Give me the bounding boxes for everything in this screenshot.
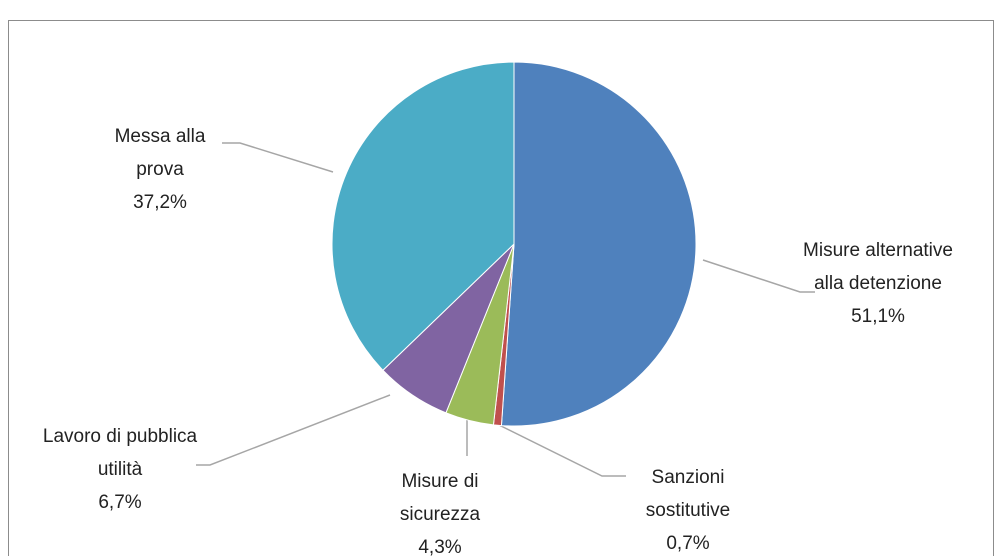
- leader-line: [702, 259, 815, 293]
- chart-frame: [8, 20, 994, 556]
- value-label: 6,7%: [98, 492, 142, 513]
- value-label: 37,2%: [133, 192, 187, 213]
- value-label: 4,3%: [418, 537, 462, 556]
- leader-line: [496, 423, 626, 477]
- slice-label: Misure alternative alla detenzione 51,1%: [791, 234, 966, 333]
- value-label: 0,7%: [666, 533, 710, 554]
- category-label: Misure alternative alla detenzione: [803, 240, 953, 294]
- slice-label: Lavoro di pubblica utilità 6,7%: [40, 420, 200, 519]
- slice-label: Misure di sicurezza 4,3%: [383, 465, 498, 556]
- slice-label: Sanzioni sostitutive 0,7%: [628, 461, 748, 556]
- category-label: Misure di sicurezza: [399, 471, 481, 525]
- leader-line: [222, 142, 334, 173]
- value-label: 51,1%: [851, 306, 905, 327]
- pie-slice: [500, 61, 697, 427]
- leader-line: [196, 394, 391, 466]
- category-label: Sanzioni sostitutive: [645, 467, 731, 521]
- category-label: Messa alla prova: [114, 126, 206, 180]
- leader-lines: [196, 142, 815, 477]
- category-label: Lavoro di pubblica utilità: [42, 426, 198, 480]
- pie-slice: [331, 61, 515, 371]
- slice-label: Messa alla prova 37,2%: [98, 120, 223, 219]
